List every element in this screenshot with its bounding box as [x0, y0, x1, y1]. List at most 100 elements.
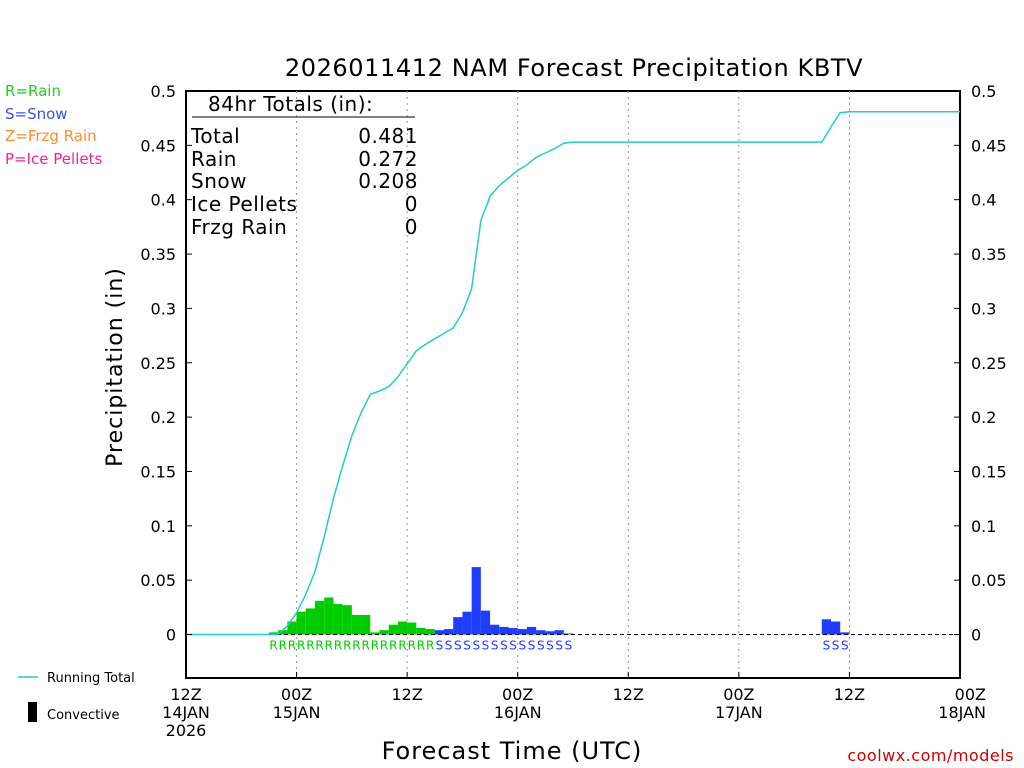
x-tick-label: 12Z: [391, 685, 422, 704]
x-tick-label: 15JAN: [273, 703, 321, 722]
y-tick-label-right: 0.05: [971, 571, 1007, 590]
precip-type-marker: S: [528, 639, 536, 653]
precip-bar: [517, 629, 527, 635]
precip-bar: [508, 627, 518, 635]
precip-type-marker: S: [555, 639, 563, 653]
precip-bar: [840, 632, 850, 635]
y-tick-label-left: 0: [166, 626, 176, 645]
precip-bar: [453, 617, 463, 635]
precip-type-marker: R: [325, 639, 333, 653]
precip-bar: [407, 622, 417, 635]
precip-type-marker: S: [509, 639, 517, 653]
x-tick-label: 12Z: [170, 685, 201, 704]
x-tick-label: 12Z: [834, 685, 865, 704]
precip-type-marker: R: [371, 639, 379, 653]
y-tick-label-right: 0.45: [971, 136, 1007, 155]
y-tick-label-right: 0.2: [971, 408, 996, 427]
precip-type-marker: S: [537, 639, 545, 653]
totals-label-snow: Snow: [191, 169, 247, 193]
totals-heading: 84hr Totals (in):: [208, 92, 373, 116]
precip-type-marker: R: [334, 639, 342, 653]
y-tick-label-left: 0.1: [151, 517, 176, 536]
precip-bar: [278, 630, 288, 635]
totals-value-total: 0.481: [358, 124, 418, 148]
totals-value-snow: 0.208: [358, 169, 418, 193]
x-tick-label: 00Z: [723, 685, 754, 704]
precip-bar: [831, 621, 841, 635]
precip-type-marker: R: [279, 639, 287, 653]
x-tick-label: 00Z: [502, 685, 533, 704]
precip-bar: [480, 610, 491, 635]
precip-type-marker: S: [546, 639, 554, 653]
totals-value-ice-pellets: 0: [405, 192, 418, 216]
precip-bar: [490, 624, 500, 635]
x-tick-label: 00Z: [955, 685, 986, 704]
precip-type-marker: R: [380, 639, 388, 653]
precip-type-marker: R: [362, 639, 370, 653]
y-tick-label-right: 0.5: [971, 82, 996, 101]
totals-value-frzg-rain: 0: [405, 215, 418, 239]
y-tick-label-right: 0.25: [971, 354, 1007, 373]
precip-bar: [333, 604, 343, 635]
y-tick-label-left: 0.35: [140, 245, 176, 264]
precip-bar: [370, 632, 380, 635]
y-tick-label-left: 0.2: [151, 408, 176, 427]
chart-title: 2026011412 NAM Forecast Precipitation KB…: [285, 54, 863, 82]
y-tick-label-right: 0.35: [971, 245, 1007, 264]
precip-type-marker: R: [426, 639, 434, 653]
x-tick-label: 17JAN: [715, 703, 763, 722]
y-tick-label-left: 0.45: [140, 136, 176, 155]
precip-type-marker: R: [315, 639, 323, 653]
precip-type-marker: R: [408, 639, 416, 653]
precip-bar: [342, 605, 352, 635]
y-axis-label: Precipitation (in): [103, 267, 128, 467]
legend-rain: R=Rain: [5, 82, 61, 100]
line-legend: Running Total Convective: [18, 671, 135, 723]
bar-layer: [268, 567, 850, 635]
precip-bar: [268, 632, 279, 635]
precip-type-marker: R: [389, 639, 397, 653]
precip-type-marker: S: [491, 639, 499, 653]
precip-bar: [379, 630, 389, 635]
precip-bar: [315, 600, 325, 635]
precip-type-marker: S: [565, 639, 573, 653]
precip-bar: [444, 629, 454, 635]
precip-type-marker: S: [841, 639, 849, 653]
precip-bar: [287, 621, 297, 635]
y-tick-label-left: 0.15: [140, 462, 176, 481]
x-axis-label: Forecast Time (UTC): [382, 737, 643, 765]
precip-type-marker: S: [832, 639, 840, 653]
precip-type-marker: S: [519, 639, 527, 653]
x-tick-label: 12Z: [613, 685, 644, 704]
precip-type-marker: R: [417, 639, 425, 653]
y-tick-label-right: 0.4: [971, 191, 996, 210]
y-tick-label-right: 0.1: [971, 517, 996, 536]
precip-bar: [434, 630, 444, 635]
precip-bar: [324, 597, 334, 635]
totals-label-rain: Rain: [191, 147, 237, 171]
y-tick-label-left: 0.3: [151, 299, 176, 318]
precip-type-legend: R=Rain S=Snow Z=Frzg Rain P=Ice Pellets: [5, 82, 102, 168]
precip-bar: [563, 633, 573, 635]
precip-bar: [305, 608, 315, 635]
x-tick-label: 14JAN: [162, 703, 210, 722]
y-tick-label-right: 0.15: [971, 462, 1007, 481]
y-tick-label-left: 0.5: [151, 82, 176, 101]
totals-value-rain: 0.272: [358, 147, 418, 171]
grid-layer: [296, 91, 850, 678]
precip-type-marker: S: [454, 639, 462, 653]
running-total-legend-label: Running Total: [47, 671, 135, 686]
convective-legend-label: Convective: [47, 708, 120, 723]
precip-type-marker: S: [823, 639, 831, 653]
x-tick-label: 2026: [166, 721, 207, 740]
y-axis-ticks: 0.5 0.5 0.45 0.45 0.4 0.4 0.35 0.35 0.3 0.3 0.25 0.…: [140, 82, 1006, 645]
precip-type-marker: R: [288, 639, 296, 653]
x-tick-label: 18JAN: [938, 703, 986, 722]
precip-bar: [554, 630, 564, 635]
precip-type-marker: R: [352, 639, 360, 653]
precip-bar: [416, 627, 426, 635]
y-tick-label-right: 0: [971, 626, 981, 645]
